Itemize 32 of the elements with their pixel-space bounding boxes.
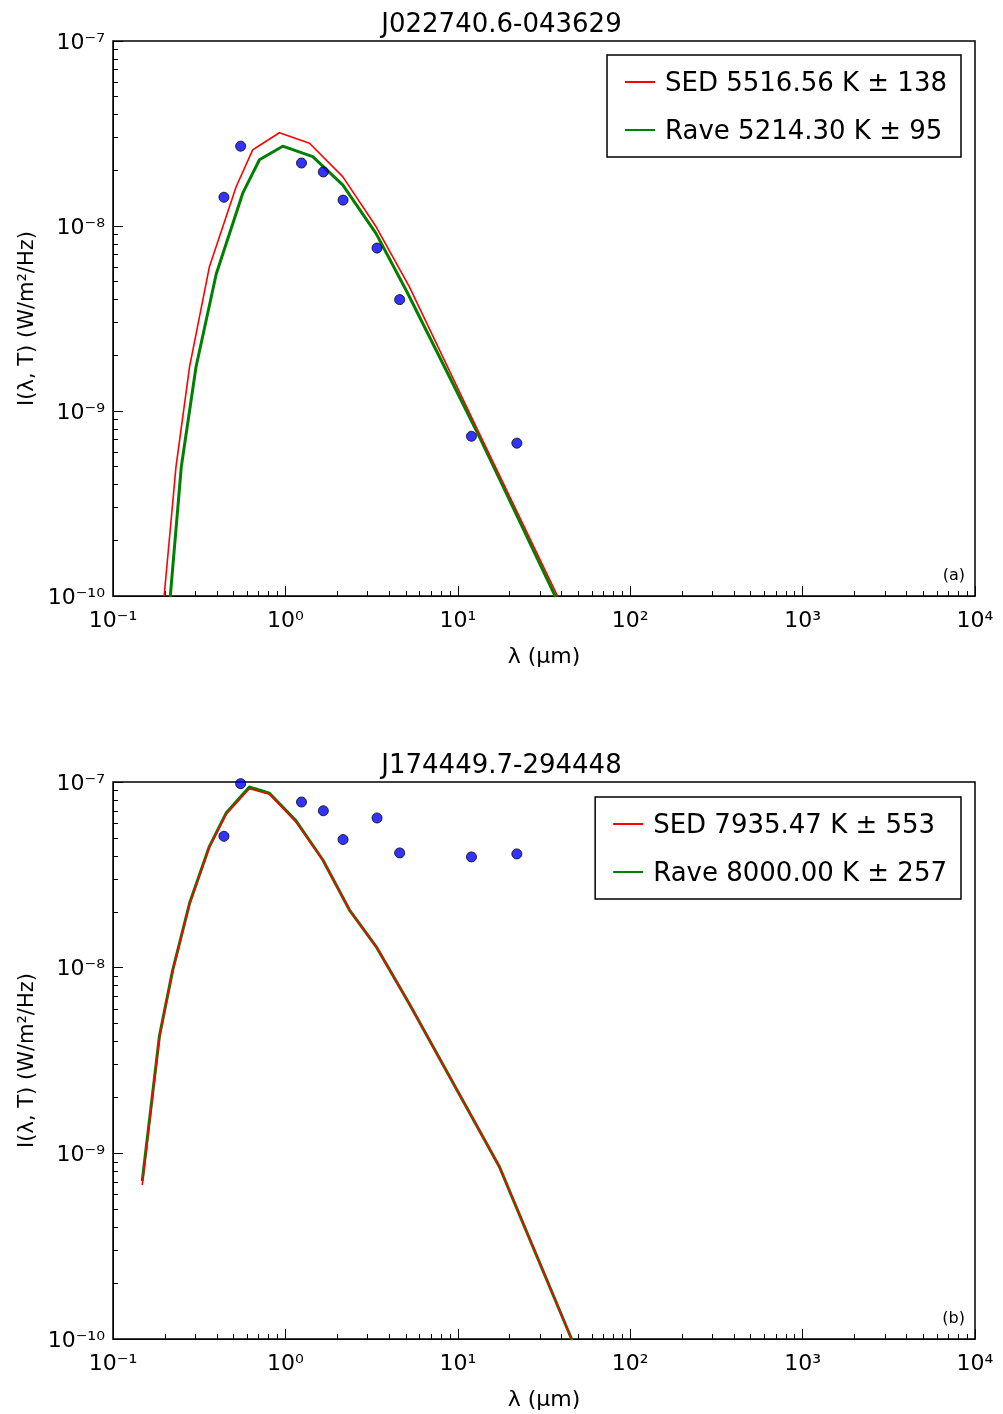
y-tick-label: 10⁻⁹ xyxy=(56,398,105,424)
x-tick-label: 10² xyxy=(611,606,649,632)
x-tick-label: 10⁴ xyxy=(956,1349,994,1375)
y-tick-label: 10⁻⁸ xyxy=(56,213,106,239)
x-axis-title: λ (μm) xyxy=(507,1385,581,1411)
y-tick-label: 10⁻⁷ xyxy=(56,769,105,795)
y-tick-label: 10⁻¹⁰ xyxy=(47,583,106,609)
y-axis-title: I(λ, T) (W/m²/Hz) xyxy=(14,231,39,406)
legend-label: SED 5516.56 K ± 138 xyxy=(665,67,948,97)
chart-title: J022740.6-043629 xyxy=(379,8,622,38)
x-tick-label: 10⁰ xyxy=(266,606,304,632)
legend-label: SED 7935.47 K ± 553 xyxy=(653,809,936,839)
annotation: (b) xyxy=(942,1307,965,1327)
x-tick-label: 10³ xyxy=(784,1349,822,1375)
y-axis-title: I(λ, T) (W/m²/Hz) xyxy=(14,973,39,1148)
x-tick-label: 10³ xyxy=(784,606,822,632)
y-tick-label: 10⁻¹⁰ xyxy=(47,1326,106,1352)
x-tick-label: 10¹ xyxy=(439,606,477,632)
x-tick-label: 10⁴ xyxy=(956,606,994,632)
chart-title: J174449.7-294448 xyxy=(379,749,622,779)
x-tick-label: 10¹ xyxy=(439,1349,477,1375)
x-axis-title: λ (μm) xyxy=(507,642,581,668)
x-tick-label: 10⁻¹ xyxy=(88,1349,138,1375)
x-tick-label: 10⁻¹ xyxy=(88,606,138,632)
x-tick-label: 10² xyxy=(611,1349,649,1375)
legend-label: Rave 8000.00 K ± 257 xyxy=(653,857,948,887)
y-tick-label: 10⁻⁸ xyxy=(56,955,106,981)
legend-label: Rave 5214.30 K ± 95 xyxy=(665,115,943,145)
y-tick-label: 10⁻⁹ xyxy=(56,1140,105,1166)
x-tick-label: 10⁰ xyxy=(266,1349,304,1375)
annotation: (a) xyxy=(942,564,966,584)
y-tick-label: 10⁻⁷ xyxy=(56,28,105,54)
